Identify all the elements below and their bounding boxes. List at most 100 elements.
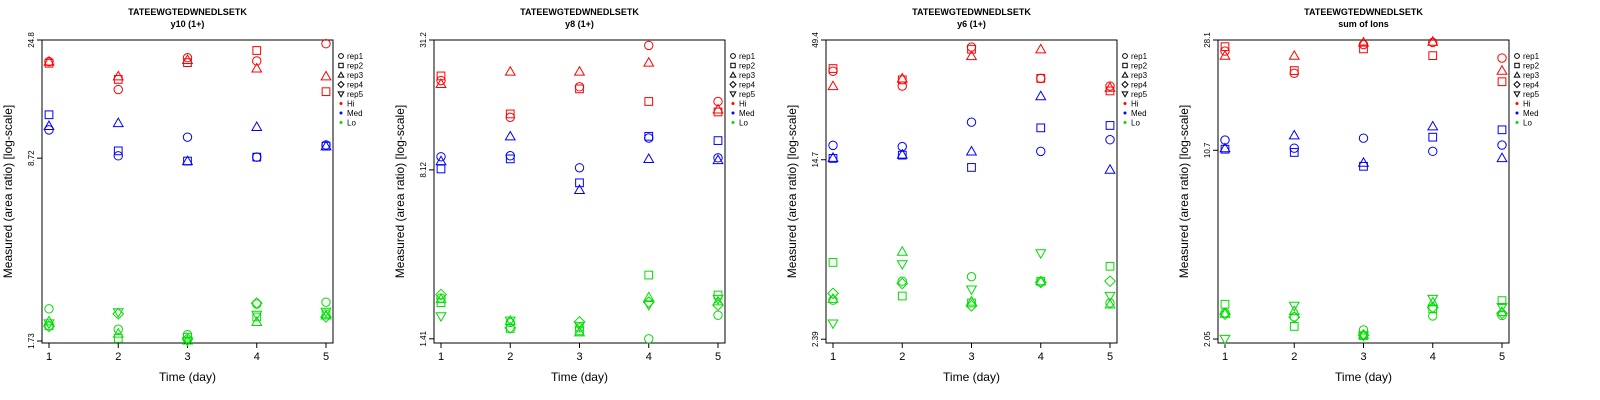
y-tick-label: 2.05	[1203, 331, 1212, 347]
data-point-hi-rep3	[643, 56, 655, 67]
x-tick-label: 3	[576, 351, 582, 363]
y-tick-label: 49.4	[811, 32, 820, 48]
x-tick-label: 5	[1107, 351, 1113, 363]
legend-marker-rep5	[1121, 91, 1129, 98]
data-point-hi-rep2	[1497, 77, 1507, 87]
x-tick-label: 4	[254, 351, 260, 363]
data-point-lo-rep4	[573, 315, 586, 328]
chart-subtitle: sum of Ions	[1338, 19, 1389, 29]
data-point-med-rep2	[897, 150, 907, 160]
chart-subtitle: y6 (1+)	[957, 19, 986, 29]
data-point-med-rep2	[1289, 148, 1299, 157]
y-tick-label: 28.1	[1203, 32, 1212, 48]
legend-label: Med	[1131, 109, 1147, 118]
data-point-lo-rep3	[1496, 306, 1508, 317]
data-point-med-rep3	[1219, 142, 1231, 153]
data-point-med-rep3	[112, 117, 124, 128]
data-point-lo-rep4	[965, 299, 978, 312]
legend-marker-rep2	[1122, 62, 1128, 69]
chart-title: TATEEWGTEDWNEDLSETK	[912, 7, 1031, 17]
legend-label: rep1	[1523, 52, 1540, 61]
data-point-hi-rep3	[1035, 43, 1047, 54]
data-point-lo-rep1	[644, 334, 654, 344]
data-point-hi-rep2	[828, 64, 838, 73]
x-axis-label: Time (day)	[943, 370, 1000, 384]
legend-label: Med	[1523, 109, 1539, 118]
legend-marker-rep2	[730, 62, 736, 69]
data-point-hi-rep2	[1289, 66, 1299, 75]
data-point-lo-rep1	[713, 310, 723, 320]
x-tick-label: 2	[1291, 351, 1297, 363]
data-point-hi-rep3	[504, 65, 516, 76]
x-tick-label: 4	[646, 351, 652, 363]
data-point-hi-rep3	[573, 65, 586, 76]
data-point-lo-rep3	[1035, 275, 1047, 286]
legend-label: rep4	[1131, 81, 1148, 90]
y-tick-label: 8.12	[419, 162, 428, 178]
legend-label: Hi	[1131, 100, 1139, 109]
legend-marker-rep3	[729, 71, 737, 78]
y-axis-label: Measured (area ratio) [log-scale]	[393, 105, 407, 278]
data-point-med-rep3	[181, 155, 194, 166]
chart-panel-y6: TATEEWGTEDWNEDLSETK y6 (1+) 1 2 3 4 5 2.39 14.7 4…	[784, 0, 1184, 400]
data-point-lo-rep4	[112, 307, 125, 320]
data-point-hi-rep2	[1036, 74, 1046, 83]
data-point-med-rep2	[436, 164, 446, 174]
data-point-med-rep3	[1357, 156, 1370, 167]
data-point-lo-rep5	[712, 294, 724, 305]
data-point-med-rep1	[1358, 133, 1369, 143]
data-point-hi-rep1	[1220, 46, 1230, 56]
data-point-med-rep1	[644, 133, 654, 143]
data-point-med-rep3	[504, 130, 516, 141]
legend-dot-med	[339, 111, 343, 115]
data-point-lo-rep1	[1428, 311, 1438, 321]
data-point-lo-rep4	[320, 311, 332, 323]
x-tick-label: 2	[899, 351, 905, 363]
data-point-lo-rep2	[1289, 322, 1299, 331]
data-point-med-rep3	[827, 151, 839, 162]
data-point-hi-rep3	[435, 78, 447, 88]
data-point-lo-rep4	[1426, 301, 1439, 314]
legend-dot-hi	[339, 102, 343, 105]
data-point-med-rep3	[251, 121, 263, 132]
plot-frame	[41, 39, 334, 344]
data-point-hi-rep3	[251, 62, 263, 73]
data-point-med-rep1	[252, 152, 262, 162]
legend-marker-rep1	[1514, 53, 1520, 59]
data-point-lo-rep3	[1357, 328, 1370, 339]
data-point-lo-rep5	[112, 308, 124, 319]
data-point-med-rep2	[644, 131, 654, 141]
legend-label: rep5	[1131, 90, 1148, 99]
legend-label: rep4	[1523, 81, 1540, 90]
legend-marker-rep5	[729, 91, 737, 98]
legend-label: rep2	[739, 62, 756, 71]
data-point-hi-rep1	[1036, 73, 1046, 84]
data-point-lo-rep1	[321, 297, 331, 307]
y-axis-label: Measured (area ratio) [log-scale]	[1177, 105, 1191, 278]
data-point-hi-rep2	[1359, 44, 1368, 54]
data-point-lo-rep5	[1288, 301, 1300, 312]
data-point-lo-rep5	[1496, 303, 1508, 313]
data-point-lo-rep3	[1288, 305, 1300, 316]
legend-marker-rep5	[337, 91, 345, 98]
data-point-hi-rep3	[1427, 35, 1439, 46]
y-tick-label: 31.2	[419, 32, 428, 48]
data-point-hi-rep3	[320, 70, 332, 81]
data-point-hi-rep1	[644, 40, 654, 51]
legend-label: rep4	[347, 81, 364, 90]
legend-label: rep4	[739, 81, 756, 90]
data-point-hi-rep3	[1288, 49, 1300, 60]
x-tick-label: 2	[115, 351, 121, 363]
data-point-hi-rep2	[575, 84, 584, 94]
x-tick-label: 1	[1222, 351, 1228, 363]
legend-label: Lo	[347, 119, 356, 128]
data-point-med-rep2	[113, 146, 123, 156]
legend-label: Lo	[739, 119, 748, 128]
x-tick-label: 4	[1038, 351, 1044, 363]
data-point-lo-rep1	[828, 295, 838, 305]
chart-title: TATEEWGTEDWNEDLSETK	[1304, 7, 1423, 17]
plot-frame	[1217, 39, 1510, 344]
data-point-lo-rep4	[1496, 307, 1508, 320]
data-point-med-rep1	[1105, 135, 1115, 145]
legend-marker-rep1	[338, 53, 344, 59]
